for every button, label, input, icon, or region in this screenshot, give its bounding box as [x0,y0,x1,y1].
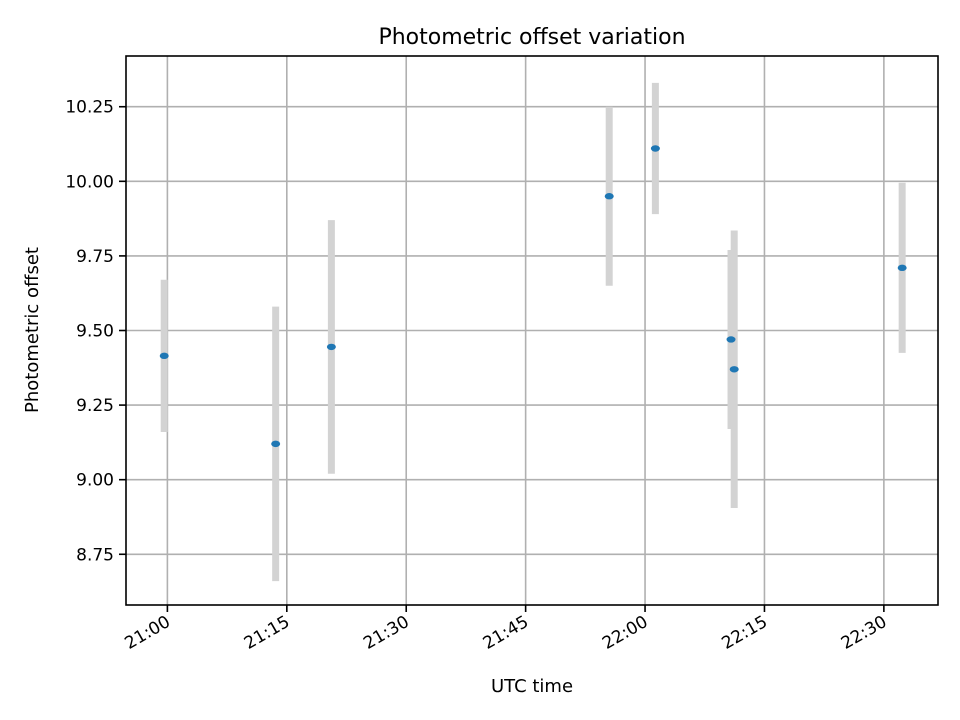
y-tick-label: 10.00 [65,172,114,192]
data-point [650,145,660,152]
x-tick-label: 22:00 [599,612,651,654]
y-tick-label: 9.25 [76,396,114,416]
y-tick-label: 9.50 [76,322,114,342]
x-tick-label: 21:45 [480,612,532,654]
y-tick-label: 10.25 [65,98,114,118]
x-tick-label: 21:15 [241,612,293,654]
y-tick-label: 9.00 [76,471,114,491]
x-tick-label: 21:30 [360,612,412,654]
data-point [729,366,739,373]
y-tick-label: 9.75 [76,247,114,267]
data-point [159,352,169,360]
data-point [326,343,336,351]
grid-layer [126,56,938,605]
data-point [271,440,281,448]
data-point [726,336,736,343]
x-tick-label: 22:15 [719,612,771,654]
y-axis-label: Photometric offset [22,247,43,413]
chart-title: Photometric offset variation [378,25,685,50]
y-tick-label: 8.75 [76,545,114,565]
errorbar-layer [160,82,906,582]
data-point [897,264,907,272]
x-tick-label: 22:30 [838,612,890,654]
x-axis-label: UTC time [491,676,573,697]
point-layer [159,145,907,448]
data-point [604,193,614,200]
x-tick-label: 21:00 [121,612,173,654]
